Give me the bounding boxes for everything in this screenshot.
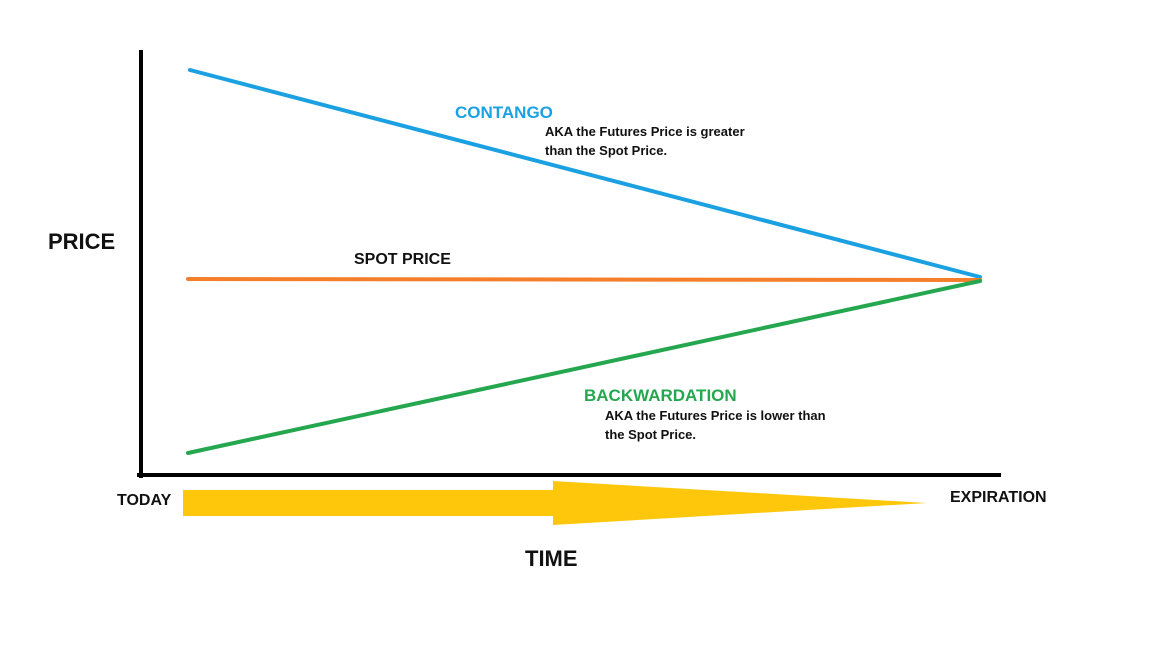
y-axis-label: PRICE [48, 229, 116, 254]
contango-line [188, 68, 982, 279]
x-axis-label: TIME [525, 546, 578, 571]
backwardation-note-line2: the Spot Price. [605, 427, 697, 442]
backwardation-note-line1: AKA the Futures Price is lower than [605, 408, 826, 423]
time-end-label: EXPIRATION [950, 489, 1047, 506]
contango-note-line2: than the Spot Price. [545, 143, 668, 158]
backwardation-title: BACKWARDATION [584, 386, 737, 405]
contango-title: CONTANGO [455, 103, 553, 122]
backwardation-line [186, 279, 982, 455]
time-arrow [183, 481, 927, 525]
spot-price-title: SPOT PRICE [354, 251, 451, 268]
contango-note-line1: AKA the Futures Price is greater [545, 124, 745, 139]
time-start-label: TODAY [117, 492, 172, 509]
spot-price-line [186, 277, 982, 282]
